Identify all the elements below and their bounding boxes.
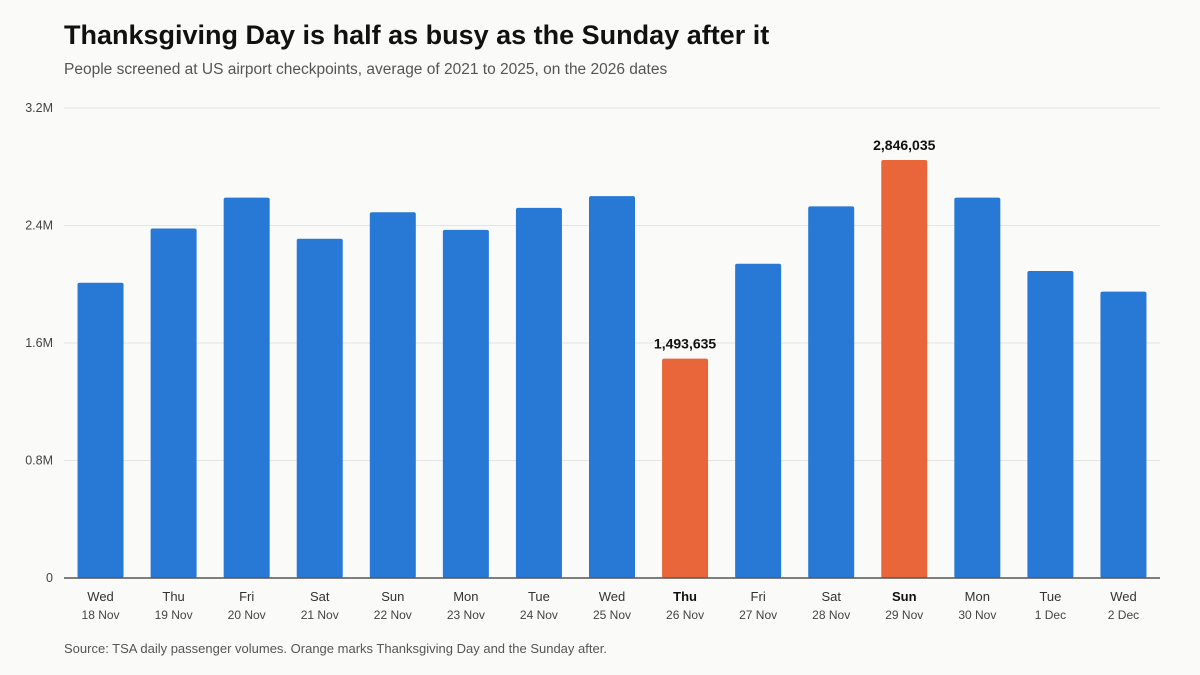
- bar: [223, 197, 270, 578]
- bar: [735, 263, 782, 578]
- source-note: Source: TSA daily passenger volumes. Ora…: [64, 641, 607, 656]
- x-tick-date-label: 23 Nov: [447, 608, 485, 622]
- bar-highlighted: [662, 358, 709, 578]
- data-label: 2,846,035: [873, 137, 935, 153]
- x-tick-day-label: Tue: [1039, 589, 1061, 604]
- bar: [808, 206, 855, 578]
- x-tick-day-label: Thu: [673, 589, 697, 604]
- y-tick-label: 2.4M: [25, 219, 53, 233]
- x-tick-day-label: Fri: [751, 589, 766, 604]
- y-tick-label: 0.8M: [25, 454, 53, 468]
- x-tick-date-label: 30 Nov: [958, 608, 996, 622]
- x-tick-day-label: Wed: [1110, 589, 1137, 604]
- bar: [296, 238, 343, 578]
- x-tick-day-label: Sat: [310, 589, 330, 604]
- x-tick-day-label: Fri: [239, 589, 254, 604]
- bar: [1027, 271, 1074, 578]
- x-tick-date-label: 25 Nov: [593, 608, 631, 622]
- y-axis-ticks: 0 0.8M 1.6M 2.4M 3.2M: [25, 101, 53, 585]
- x-tick-day-label: Mon: [453, 589, 478, 604]
- x-tick-date-label: 28 Nov: [812, 608, 850, 622]
- x-tick-day-label: Wed: [87, 589, 114, 604]
- bar: [954, 197, 1001, 578]
- bars: [77, 159, 1147, 579]
- x-tick-date-label: 26 Nov: [666, 608, 704, 622]
- x-tick-date-label: 18 Nov: [82, 608, 120, 622]
- x-tick-day-label: Mon: [965, 589, 990, 604]
- chart-subtitle: People screened at US airport checkpoint…: [64, 61, 668, 78]
- bar: [369, 212, 416, 578]
- x-tick-date-label: 29 Nov: [885, 608, 923, 622]
- x-tick-date-label: 1 Dec: [1035, 608, 1066, 622]
- x-tick-date-label: 24 Nov: [520, 608, 558, 622]
- x-tick-date-label: 2 Dec: [1108, 608, 1139, 622]
- bar: [442, 229, 489, 578]
- x-axis-ticks: Wed 18 Nov Thu 19 Nov Fri 20 Nov Sat 21 Nov Sun 2…: [82, 589, 1140, 622]
- bar: [589, 196, 635, 578]
- data-labels: 1,493,635 2,846,035: [654, 137, 936, 352]
- bar: [1100, 291, 1147, 578]
- chart-title: Thanksgiving Day is half as busy as the …: [64, 20, 770, 50]
- data-label: 1,493,635: [654, 336, 716, 352]
- x-tick-day-label: Tue: [528, 589, 550, 604]
- bar-highlighted: [881, 159, 928, 579]
- x-tick-day-label: Sat: [821, 589, 841, 604]
- y-tick-label: 1.6M: [25, 336, 53, 350]
- x-tick-date-label: 22 Nov: [374, 608, 412, 622]
- x-tick-day-label: Wed: [599, 589, 626, 604]
- x-tick-day-label: Sun: [381, 589, 404, 604]
- y-tick-label: 0: [46, 571, 53, 585]
- x-tick-date-label: 27 Nov: [739, 608, 777, 622]
- bar: [150, 228, 197, 578]
- bar: [515, 207, 562, 578]
- x-tick-date-label: 20 Nov: [228, 608, 266, 622]
- x-tick-date-label: 19 Nov: [155, 608, 193, 622]
- x-tick-day-label: Thu: [162, 589, 184, 604]
- y-tick-label: 3.2M: [25, 101, 53, 115]
- x-tick-day-label: Sun: [892, 589, 917, 604]
- x-tick-date-label: 21 Nov: [301, 608, 339, 622]
- bar: [77, 282, 124, 578]
